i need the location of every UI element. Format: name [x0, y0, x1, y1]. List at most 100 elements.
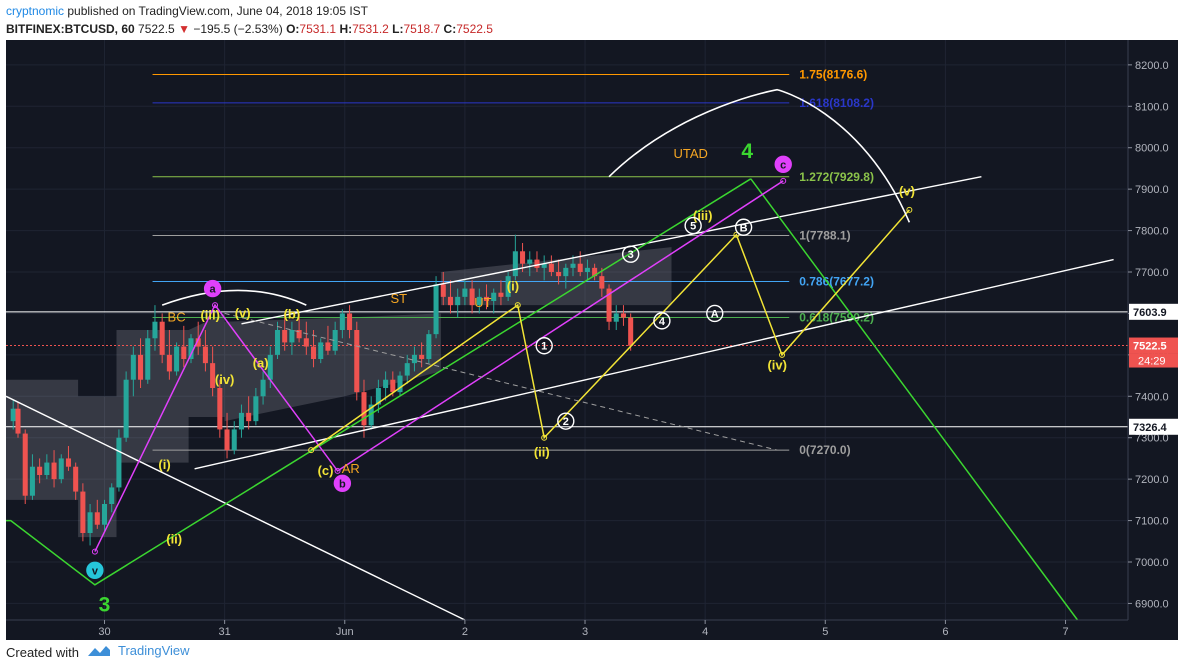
candle-body [368, 404, 374, 426]
chart-header: cryptnomic published on TradingView.com,… [0, 0, 1184, 40]
publish-line: cryptnomic published on TradingView.com,… [6, 4, 368, 18]
candle-body [87, 512, 93, 533]
candle-body [174, 346, 180, 372]
candle-body [455, 296, 461, 306]
candle-body [260, 379, 266, 397]
fib-level-label: 1(7788.1) [799, 229, 850, 243]
candle-body [152, 321, 158, 339]
wave-text-label: UTAD [674, 146, 708, 161]
y-tick-label: 7900.0 [1135, 184, 1169, 196]
price-tag [1129, 303, 1178, 320]
price-chart[interactable]: 1.75(8176.6)1.618(8108.2)1.272(7929.8)1(… [6, 40, 1178, 640]
candle-body [22, 433, 28, 496]
last-price: 7522.5 [138, 22, 175, 36]
wave-text-label: (iv) [767, 357, 787, 372]
arc-large [608, 88, 911, 223]
candle-body [116, 437, 122, 488]
magenta-abc [94, 180, 784, 552]
candle-body [527, 259, 533, 264]
candle-body [404, 363, 410, 376]
candle-body [505, 276, 511, 297]
wave-text-label: (c) [318, 463, 334, 478]
candle-body [563, 267, 569, 277]
wave-degree-label: 4 [741, 140, 753, 163]
chart-area[interactable]: 1.75(8176.6) 1.618(8108.2) 1.272(7929.8) 1(… [6, 40, 1178, 640]
ichimoku-cloud [6, 247, 672, 538]
wave-circle-marker [684, 216, 702, 235]
candle-body [361, 392, 367, 426]
wave-text-label: AR [342, 461, 360, 476]
down-arrow-icon: ▼ [178, 22, 190, 36]
close-label: C: [443, 22, 457, 36]
candle-body [274, 330, 281, 355]
wave-text-label: (i) [158, 457, 170, 472]
candle-body [10, 408, 16, 422]
candle-body [80, 491, 86, 533]
fib-level-label: 1.75(8176.6) [799, 68, 867, 82]
candle-body [469, 288, 475, 306]
candle-body [65, 458, 71, 467]
wave-pivot [779, 351, 786, 358]
wave-text-label: (ii) [534, 444, 550, 459]
wave-circle-marker [86, 561, 104, 579]
x-tick-label: 4 [702, 626, 708, 638]
candle-body [354, 330, 360, 393]
wave-text-label: (iv) [215, 372, 235, 387]
candle-body [188, 338, 194, 359]
y-tick-label: 8200.0 [1135, 60, 1169, 72]
wave-pivot [308, 447, 315, 454]
white-channel-upper [241, 176, 982, 325]
candle-body [440, 284, 446, 297]
candle-body [491, 292, 497, 301]
wave-text-label: (v) [235, 306, 251, 321]
candle-body [483, 296, 490, 301]
y-axis: 6900.07000.07100.07200.07300.07400.07500… [1127, 40, 1178, 620]
wave-pivot [541, 434, 548, 441]
candle-body [476, 296, 482, 306]
wave-text-label: (ii) [166, 531, 182, 546]
tradingview-link[interactable]: TradingView [86, 643, 190, 658]
candle-body [383, 379, 389, 388]
price-tag-label: 7522.5 [1133, 341, 1167, 353]
candle-body [159, 321, 165, 355]
candle-body [195, 338, 201, 347]
white-channel-lower [194, 258, 1114, 470]
y-tick-label: 7300.0 [1135, 433, 1169, 445]
y-tick-label: 7000.0 [1135, 557, 1169, 569]
wave-pivot [780, 177, 787, 184]
wave-circle-marker [734, 218, 753, 236]
open-value: 7531.1 [299, 22, 337, 36]
candle-body [181, 346, 187, 359]
fib-level-label: 1.272(7929.8) [799, 170, 874, 184]
candle-body [534, 259, 540, 268]
candle-body [577, 263, 583, 272]
white-downtrend [6, 395, 466, 620]
wave-text-label: ST [391, 291, 408, 306]
wave-circle-marker [653, 312, 671, 330]
candle-body [339, 313, 345, 330]
candle-body [231, 429, 237, 451]
candle-body [44, 462, 50, 475]
high-label: H: [339, 22, 353, 36]
wave-text-label: (iii) [200, 308, 220, 323]
candle-body [447, 296, 453, 306]
fib-level-label: 0(7270.0) [799, 443, 850, 457]
author-name[interactable]: cryptnomic [6, 4, 65, 18]
price-tag-label: 7326.4 [1133, 422, 1168, 434]
wave-circle-label: v [92, 565, 99, 577]
y-tick-label: 6900.0 [1135, 598, 1169, 610]
price-tag [1129, 337, 1178, 354]
candle-body [592, 267, 598, 277]
arc-small [161, 289, 307, 306]
candle-body [296, 330, 302, 339]
countdown-label: 24:29 [1138, 356, 1166, 368]
x-tick-label: 6 [942, 626, 948, 638]
candle-body [138, 354, 144, 380]
candle-body [606, 288, 612, 322]
candle-body [311, 346, 317, 359]
wave-pivot [334, 467, 341, 474]
candle-body [419, 354, 425, 359]
y-tick-label: 7100.0 [1135, 516, 1169, 528]
candle-body [282, 330, 288, 343]
wave-circle-label: b [339, 478, 346, 490]
